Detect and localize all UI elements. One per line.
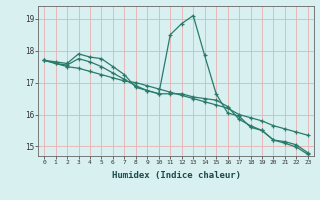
X-axis label: Humidex (Indice chaleur): Humidex (Indice chaleur) xyxy=(111,171,241,180)
